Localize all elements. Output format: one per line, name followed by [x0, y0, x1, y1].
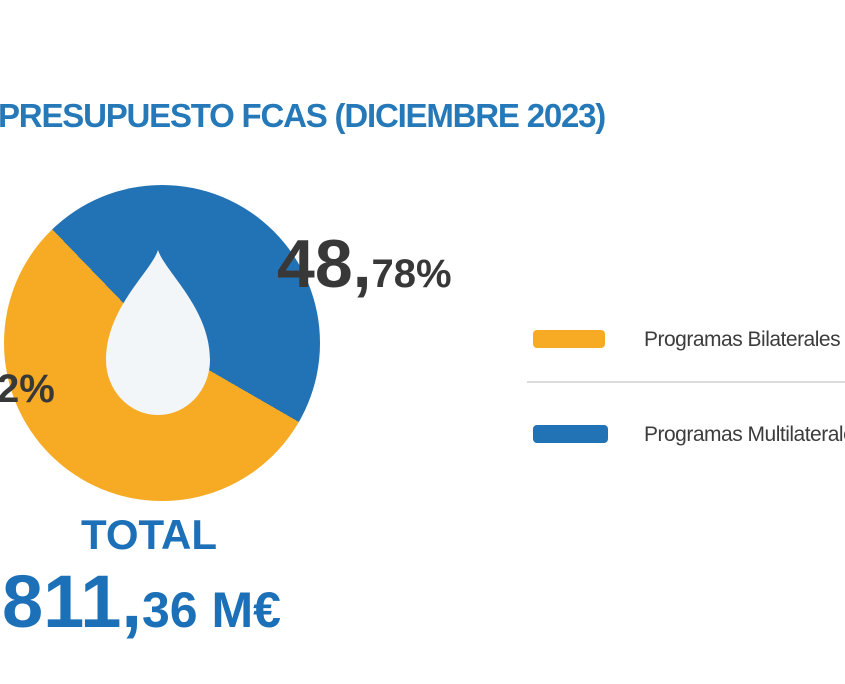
legend-label-bilateral: Programas Bilaterales	[644, 328, 841, 351]
legend-divider	[527, 381, 845, 383]
slice-label-small: 78%	[371, 252, 452, 296]
legend-swatch-bilateral	[533, 330, 605, 348]
legend-label-multilateral: Programas Multilaterales	[644, 423, 845, 446]
slice-label-multilateral: 48,78%	[277, 230, 452, 298]
total-amount: 811,36 M€	[2, 565, 281, 639]
legend-swatch-multilateral	[533, 425, 608, 443]
water-drop-icon	[106, 250, 210, 415]
total-label: TOTAL	[80, 511, 218, 558]
slice-label-big: 48,	[277, 226, 372, 302]
slice-label-bilateral: 2%	[0, 367, 55, 411]
total-amount-big: 811,	[2, 560, 142, 643]
page-title: PRESUPUESTO FCAS (DICIEMBRE 2023)	[0, 97, 606, 134]
total-amount-small: 36 M€	[141, 582, 281, 638]
